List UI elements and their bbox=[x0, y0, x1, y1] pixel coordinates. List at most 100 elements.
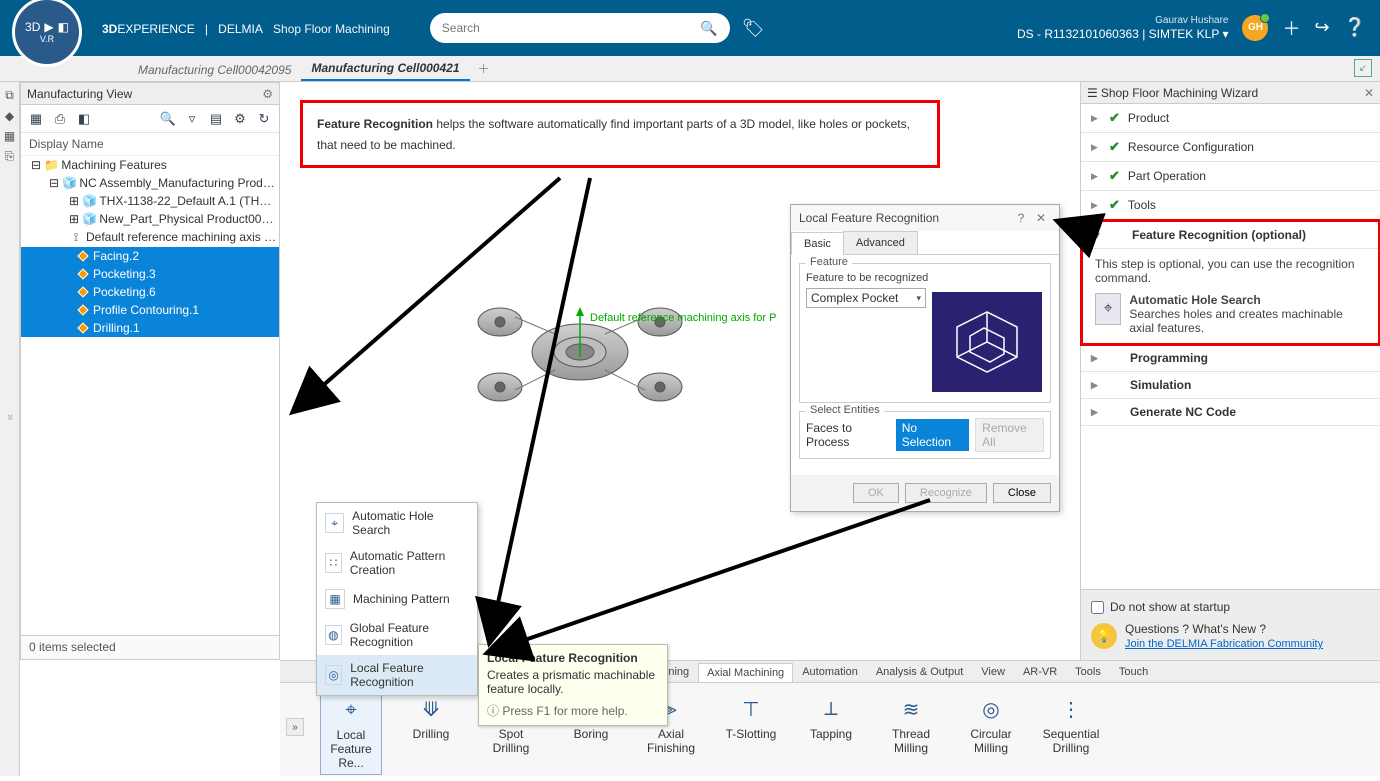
tree-node[interactable]: ⊟ 🧊NC Assembly_Manufacturing Product... bbox=[21, 174, 279, 192]
wizard-feature-recognition-highlight: ▼Feature Recognition (optional) This ste… bbox=[1080, 219, 1380, 346]
wizard-step-product[interactable]: ▶✔Product bbox=[1081, 104, 1380, 133]
dialog-tab-basic[interactable]: Basic bbox=[791, 232, 844, 255]
dialog-close-icon[interactable]: ✕ bbox=[1031, 211, 1051, 225]
dialog-title: Local Feature Recognition bbox=[799, 211, 1011, 225]
tooltip-help: Press F1 for more help. bbox=[502, 704, 627, 718]
props-icon[interactable]: ▤ bbox=[207, 110, 225, 128]
doc-tab-1[interactable]: Manufacturing Cell00042095 bbox=[128, 59, 301, 81]
compass-widget[interactable]: 3D ▶ ◧ V.R bbox=[12, 0, 82, 67]
rail-icon-1[interactable]: ⧉ bbox=[5, 88, 14, 103]
cmd-thread-milling[interactable]: ≋Thread Milling bbox=[880, 689, 942, 775]
user-block[interactable]: Gaurav Hushare DS - R1132101060363 | SIM… bbox=[1017, 15, 1229, 41]
tree-status: 0 items selected bbox=[21, 635, 279, 659]
tree-toolbar: ▦ ⎙ ◧ 🔍 ▿ ▤ ⚙ ↻ bbox=[21, 105, 279, 133]
settings-icon[interactable]: ⚙ bbox=[231, 110, 249, 128]
cmd-sequential-drilling[interactable]: ⋮Sequential Drilling bbox=[1040, 689, 1102, 775]
tag-icon[interactable]: 🏷 bbox=[742, 18, 765, 39]
faces-label: Faces to Process bbox=[806, 421, 890, 449]
do-not-show-checkbox[interactable]: Do not show at startup bbox=[1091, 600, 1370, 614]
tooltip-title: Local Feature Recognition bbox=[487, 651, 659, 665]
tree-node[interactable]: ⊞ 🧊THX-1138-22_Default A.1 (THX-1... bbox=[21, 192, 279, 210]
search-input[interactable] bbox=[442, 21, 701, 35]
close-button[interactable]: Close bbox=[993, 483, 1051, 503]
ribbon-tab[interactable]: Tools bbox=[1066, 662, 1110, 682]
share-icon[interactable]: ↪ bbox=[1314, 17, 1329, 38]
tree-selection[interactable]: Facing.2 Pocketing.3 Pocketing.6 Profile… bbox=[21, 247, 279, 337]
wizard-step-partop[interactable]: ▶✔Part Operation bbox=[1081, 162, 1380, 191]
wizard-step-resource[interactable]: ▶✔Resource Configuration bbox=[1081, 133, 1380, 162]
filter-icon[interactable]: ▿ bbox=[183, 110, 201, 128]
lightbulb-icon: 💡 bbox=[1091, 623, 1117, 649]
brand-experience: EXPERIENCE bbox=[117, 22, 194, 36]
dialog-help-icon[interactable]: ? bbox=[1011, 211, 1031, 225]
wizard-fr-cmd-desc: Searches holes and creates machinable ax… bbox=[1129, 307, 1366, 335]
search-tree-icon[interactable]: 🔍 bbox=[159, 110, 177, 128]
ok-button[interactable]: OK bbox=[853, 483, 899, 503]
left-rail: ⧉ ◆ ▦ ⎘ « bbox=[0, 82, 20, 776]
wizard-fr-desc: This step is optional, you can use the r… bbox=[1095, 257, 1366, 285]
dns-checkbox[interactable] bbox=[1091, 601, 1104, 614]
brand-3d: 3D bbox=[102, 22, 117, 36]
wizard-step-tools[interactable]: ▶✔Tools bbox=[1081, 191, 1380, 220]
new-tab-button[interactable]: ＋ bbox=[470, 56, 498, 81]
eraser-icon[interactable]: ◧ bbox=[75, 110, 93, 128]
menu-global-fr[interactable]: ◍Global Feature Recognition bbox=[317, 615, 477, 655]
close-wizard-icon[interactable]: ✕ bbox=[1364, 86, 1374, 100]
tree-title: Manufacturing View bbox=[27, 87, 132, 101]
tree-node[interactable]: ⟟Default reference machining axis for ..… bbox=[21, 228, 279, 247]
recognize-button[interactable]: Recognize bbox=[905, 483, 987, 503]
rail-icon-4[interactable]: ⎘ bbox=[5, 149, 15, 164]
user-name-small: Gaurav Hushare bbox=[1017, 15, 1229, 27]
wizard-step-feature[interactable]: ▼Feature Recognition (optional) bbox=[1083, 222, 1378, 249]
ribbon-tab[interactable]: Automation bbox=[793, 662, 867, 682]
community-link[interactable]: Join the DELMIA Fabrication Community bbox=[1125, 638, 1323, 650]
rail-icon-3[interactable]: ▦ bbox=[4, 129, 15, 143]
wizard-step-nccode[interactable]: ▶Generate NC Code bbox=[1081, 399, 1380, 426]
brand-app: Shop Floor Machining bbox=[273, 22, 390, 36]
ribbon-tab[interactable]: Analysis & Output bbox=[867, 662, 972, 682]
restore-window-icon[interactable]: ↙ bbox=[1354, 59, 1372, 77]
menu-local-fr[interactable]: ◎Local Feature Recognition bbox=[317, 655, 477, 695]
menu-auto-hole[interactable]: ⌖Automatic Hole Search bbox=[317, 503, 477, 543]
remove-all-button[interactable]: Remove All bbox=[975, 418, 1044, 452]
avatar[interactable]: GH bbox=[1242, 15, 1268, 41]
ribbon-tab[interactable]: Touch bbox=[1110, 662, 1157, 682]
cmd-t-slotting[interactable]: ⊤T-Slotting bbox=[720, 689, 782, 775]
add-icon[interactable]: ＋ bbox=[1282, 15, 1300, 41]
ribbon-tab[interactable]: Axial Machining bbox=[698, 663, 793, 683]
cmd-circular-milling[interactable]: ◎Circular Milling bbox=[960, 689, 1022, 775]
wizard-step-programming[interactable]: ▶Programming bbox=[1081, 345, 1380, 372]
tool-icon-2[interactable]: ⎙ bbox=[51, 110, 69, 128]
wizard-step-simulation[interactable]: ▶Simulation bbox=[1081, 372, 1380, 399]
wizard-question-label: Questions ? What's New ? bbox=[1125, 622, 1323, 636]
ribbon-tab[interactable]: AR-VR bbox=[1014, 662, 1066, 682]
feature-type-combo[interactable]: Complex Pocket ▾ bbox=[806, 288, 926, 308]
ribbon-expand-icon[interactable]: » bbox=[286, 718, 304, 736]
wizard-panel: ☰ Shop Floor Machining Wizard ✕ ▶✔Produc… bbox=[1080, 82, 1380, 660]
rail-icon-2[interactable]: ◆ bbox=[5, 109, 14, 123]
feature-tree[interactable]: ⊟ 📁Machining Features ⊟ 🧊NC Assembly_Man… bbox=[21, 156, 279, 635]
doc-tab-2[interactable]: Manufacturing Cell000421 bbox=[301, 57, 469, 81]
chevron-down-icon[interactable]: ▾ bbox=[916, 293, 921, 304]
help-icon[interactable]: ❔ bbox=[1344, 17, 1366, 38]
ribbon-tab[interactable]: View bbox=[972, 662, 1014, 682]
wizard-fr-cmd-title: Automatic Hole Search bbox=[1129, 293, 1260, 307]
chevron-down-icon[interactable]: ▾ bbox=[1222, 27, 1228, 41]
menu-auto-pattern[interactable]: ∷Automatic Pattern Creation bbox=[317, 543, 477, 583]
menu-mach-pattern[interactable]: ▦Machining Pattern bbox=[317, 583, 477, 615]
dialog-tab-advanced[interactable]: Advanced bbox=[843, 231, 918, 254]
grid-icon[interactable]: ▦ bbox=[27, 110, 45, 128]
search-icon[interactable]: 🔍 bbox=[700, 20, 717, 37]
cmd-tapping[interactable]: ⟂Tapping bbox=[800, 689, 862, 775]
gear-icon[interactable]: ⚙ bbox=[262, 87, 273, 101]
feature-context-menu: ⌖Automatic Hole Search ∷Automatic Patter… bbox=[316, 502, 478, 696]
refresh-icon[interactable]: ↻ bbox=[255, 110, 273, 128]
rail-collapse-icon[interactable]: « bbox=[3, 414, 17, 421]
auto-hole-search-icon[interactable]: ⌖ bbox=[1095, 293, 1121, 325]
tree-node[interactable]: ⊞ 🧊New_Part_Physical Product00042... bbox=[21, 210, 279, 228]
tree-root[interactable]: ⊟ 📁Machining Features bbox=[21, 156, 279, 174]
cmd-drilling[interactable]: ⟱Drilling bbox=[400, 689, 462, 775]
cmd-local-feature-rec[interactable]: ⌖Local Feature Re... bbox=[320, 689, 382, 775]
no-selection-button[interactable]: No Selection bbox=[896, 419, 969, 451]
search-box[interactable]: 🔍 bbox=[430, 13, 730, 43]
